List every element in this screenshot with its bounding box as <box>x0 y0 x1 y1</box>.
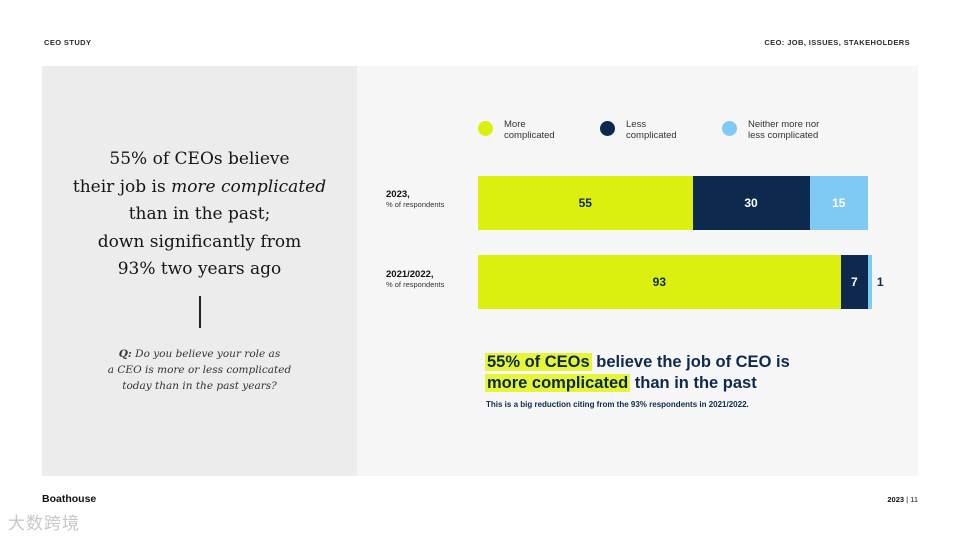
header-right: CEO: JOB, ISSUES, STAKEHOLDERS <box>764 38 910 47</box>
takeaway-highlight: more complicated <box>485 374 631 392</box>
legend-label-line: Less <box>626 119 647 130</box>
brand-logo: Boathouse <box>42 493 97 505</box>
headline-text: their job is <box>72 176 172 197</box>
bar-segment: 55 <box>478 176 693 230</box>
legend-label: More complicated <box>504 119 555 141</box>
header-left: CEO STUDY <box>44 38 92 47</box>
page-number: 2023 | 11 <box>887 495 918 504</box>
headline-line: down significantly from <box>97 231 302 252</box>
bar-segment: 7 <box>840 255 868 309</box>
question: Q: Do you believe your role as a CEO is … <box>42 346 357 394</box>
takeaway-text: than in the past <box>630 374 757 392</box>
question-line: a CEO is more or less complicated <box>107 364 292 376</box>
bar-segment: 15 <box>809 176 868 230</box>
bar-value-label: 1 <box>876 275 884 289</box>
footer-separator: | <box>904 495 911 504</box>
headline: 55% of CEOs believe their job is more co… <box>42 146 357 284</box>
takeaway-text: believe the job of CEO is <box>591 353 790 371</box>
legend-item: Neither more nor less complicated <box>722 119 820 141</box>
takeaway: 55% of CEOs believe the job of CEO is mo… <box>485 352 790 394</box>
takeaway-line: more complicated than in the past <box>485 373 790 394</box>
row-label: 2021/2022,% of respondents <box>386 270 444 290</box>
row-label-year: 2021/2022, <box>386 269 434 280</box>
footer-year: 2023 <box>887 495 905 504</box>
legend-label-line: less complicated <box>748 129 819 141</box>
legend-swatch <box>600 121 615 136</box>
bar-segment: 93 <box>478 255 841 309</box>
headline-line: their job is more complicated <box>42 174 357 202</box>
legend-label: Less complicated <box>626 119 677 141</box>
takeaway-note: This is a big reduction citing from the … <box>486 400 749 409</box>
legend-label-line: complicated <box>626 129 677 141</box>
legend-swatch <box>478 121 493 136</box>
question-text: Do you believe your role as <box>131 348 281 360</box>
bar-segment: 30 <box>692 176 810 230</box>
footer-page: 11 <box>910 495 918 504</box>
watermark: 大数跨境 <box>8 514 80 533</box>
divider-line <box>199 296 201 328</box>
legend-label: Neither more nor less complicated <box>748 119 820 141</box>
legend-label-line: complicated <box>504 129 555 141</box>
row-label-sub: % of respondents <box>386 200 445 209</box>
legend-label-line: Neither more nor <box>748 119 820 130</box>
headline-line: 55% of CEOs believe <box>109 149 290 169</box>
question-label: Q: <box>118 348 132 360</box>
left-panel: 55% of CEOs believe their job is more co… <box>42 66 357 476</box>
takeaway-highlight: 55% of CEOs <box>485 353 592 371</box>
row-label-year: 2023, <box>386 189 410 200</box>
legend-item: More complicated <box>478 119 555 141</box>
headline-emphasis: more complicated <box>171 176 327 197</box>
headline-line: 93% two years ago <box>117 259 282 279</box>
headline-line: than in the past; <box>128 204 271 224</box>
question-line: today than in the past years? <box>122 380 277 392</box>
bar-segment <box>868 255 872 309</box>
row-label: 2023,% of respondents <box>386 190 444 210</box>
legend-swatch <box>722 121 737 136</box>
legend-label-line: More <box>504 119 526 130</box>
takeaway-line: 55% of CEOs believe the job of CEO is <box>485 352 790 373</box>
legend-item: Less complicated <box>600 119 677 141</box>
row-label-sub: % of respondents <box>386 280 445 289</box>
question-line: Q: Do you believe your role as <box>42 346 357 362</box>
